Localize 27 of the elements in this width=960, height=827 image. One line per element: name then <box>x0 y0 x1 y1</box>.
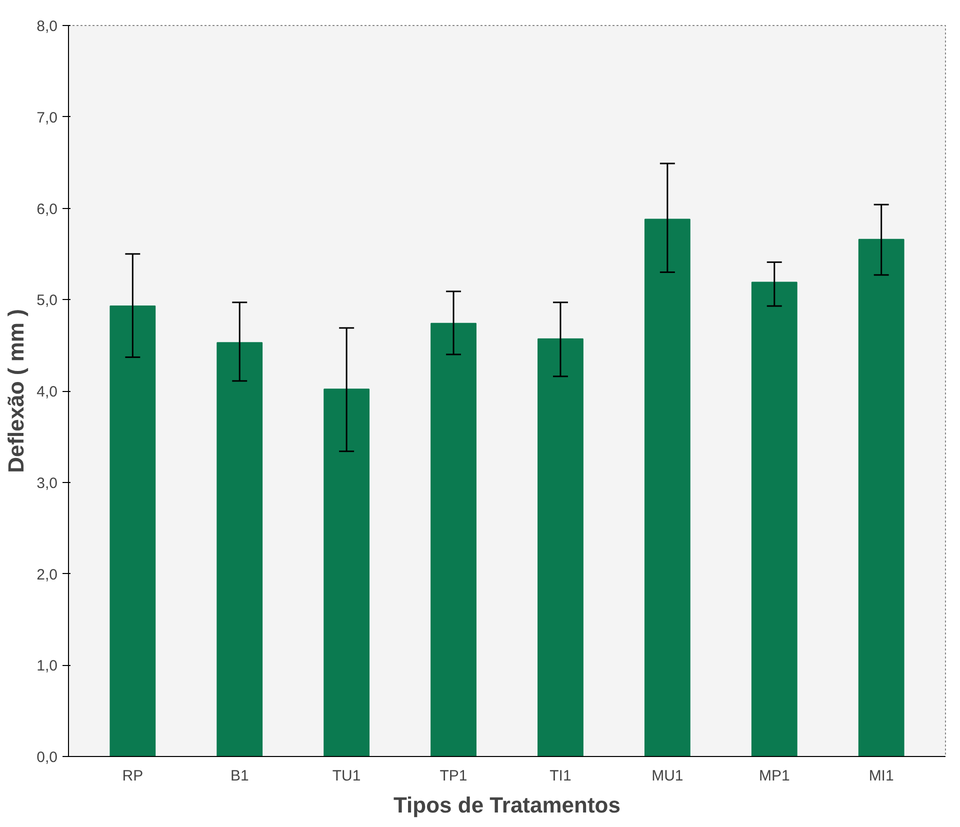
x-tick-label: TU1 <box>332 768 361 784</box>
y-tick-label: 6,0 <box>36 200 58 218</box>
x-tick-label: MP1 <box>758 768 790 784</box>
x-axis-title: Tipos de Tratamentos <box>394 792 620 818</box>
y-tick-label: 5,0 <box>36 292 58 310</box>
bar <box>430 322 476 756</box>
y-axis-title: Deflexão ( mm ) <box>4 309 29 473</box>
y-tick-label: 2,0 <box>36 566 58 584</box>
bar <box>538 338 584 756</box>
y-tick-label: 0,0 <box>36 749 58 766</box>
y-tick-label: 7,0 <box>36 109 58 126</box>
bar <box>858 238 904 756</box>
x-tick-label: MI1 <box>868 768 894 784</box>
bar <box>110 306 156 756</box>
bar <box>644 218 690 756</box>
y-tick-label: 1,0 <box>36 658 58 675</box>
x-tick-label: B1 <box>230 768 249 784</box>
x-tick-label: TI1 <box>550 768 572 784</box>
bar <box>751 282 798 756</box>
y-tick-label: 4,0 <box>36 384 58 400</box>
x-tick-label: MU1 <box>652 768 684 784</box>
bar <box>324 388 370 756</box>
x-tick-label: TP1 <box>440 768 468 784</box>
y-tick-label: 8,0 <box>36 18 58 35</box>
bar <box>216 342 263 756</box>
x-tick-label: RP <box>122 768 144 784</box>
y-tick-label: 3,0 <box>36 474 58 492</box>
